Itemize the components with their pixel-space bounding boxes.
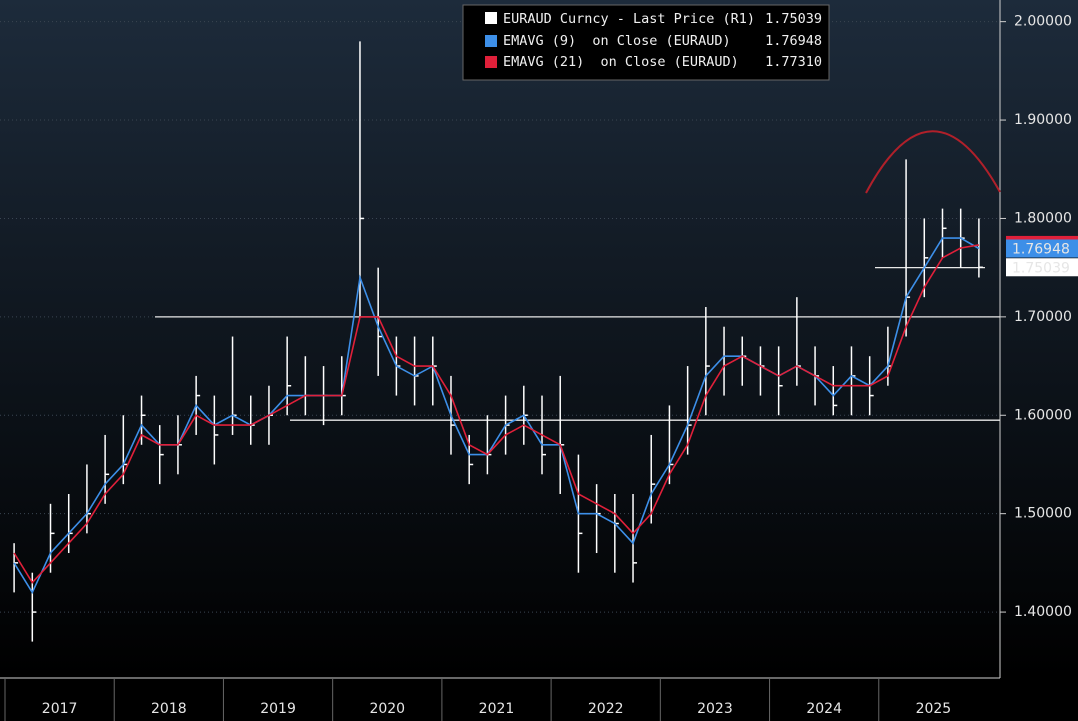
x-tick-label: 2023 [697,701,733,717]
x-axis-band [0,678,1078,721]
legend-label: EURAUD Curncy - Last Price (R1) [503,11,755,27]
legend-box [462,4,830,81]
last-value-label: 1.75039 [1012,260,1070,276]
x-tick-label: 2017 [42,701,78,717]
last-value-tag [1006,258,1078,277]
y-tick-label: 1.90000 [1014,112,1072,128]
legend-swatch [485,56,497,68]
x-tick-label: 2020 [369,701,405,717]
y-tick-label: 1.50000 [1014,506,1072,522]
y-tick-label: 1.70000 [1014,309,1072,325]
arc-annotation [865,130,1001,194]
y-tick-label: 1.60000 [1014,407,1072,423]
x-tick-label: 2021 [479,701,515,717]
legend-value: 1.77310 [765,54,822,70]
x-tick-label: 2025 [916,701,952,717]
legend: EURAUD Curncy - Last Price (R1) EMAVG (9… [462,4,830,81]
legend-value: 1.76948 [765,33,822,49]
legend-swatch [485,35,497,47]
x-tick-label: 2022 [588,701,624,717]
x-tick-label: 2019 [260,701,296,717]
ema-line [13,244,980,584]
last-value-label: 1.76948 [1012,241,1070,257]
legend-swatch [485,12,497,24]
y-tick-label: 1.80000 [1014,210,1072,226]
last-value-tag [1006,235,1078,240]
legend-label: EMAVG (21) on Close (EURAUD) [503,54,739,70]
x-tick-label: 2024 [806,701,842,717]
legend-value: 1.75039 [765,11,822,27]
y-tick-label: 2.00000 [1014,14,1072,30]
y-tick-label: 1.40000 [1014,604,1072,620]
x-tick-label: 2018 [151,701,187,717]
plot-background [0,0,1078,678]
plot: 1.40000 1.50000 1.60000 1.70000 1.80000 1.900… [0,14,1072,721]
legend-label: EMAVG (9) on Close (EURAUD) [503,33,731,49]
last-value-tag [1006,239,1078,258]
